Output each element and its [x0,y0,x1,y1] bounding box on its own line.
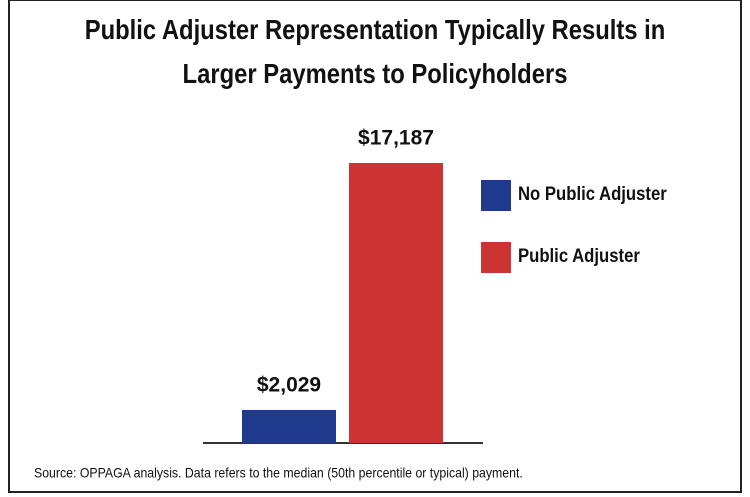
legend-label: No Public Adjuster [518,183,667,204]
legend-swatch [481,180,511,211]
legend-label: Public Adjuster [518,245,640,266]
value-label: $2,029 [257,373,321,396]
legend-swatch [481,242,511,273]
source-note: Source: OPPAGA analysis. Data refers to … [34,465,523,481]
frame [8,0,742,493]
value-label: $17,187 [358,127,434,150]
chart-title: Public Adjuster Representation Typically… [84,14,666,89]
bar [349,163,443,443]
bar [242,409,336,443]
